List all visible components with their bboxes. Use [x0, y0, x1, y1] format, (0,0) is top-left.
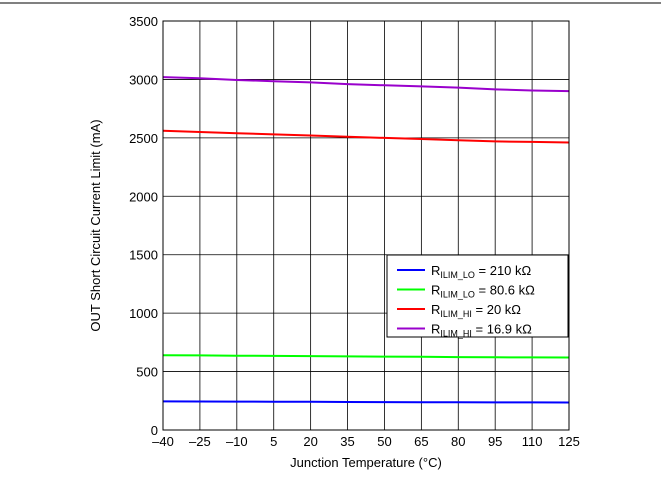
y-tick-label: 3500 [129, 14, 158, 29]
legend-label: RILIM_HI = 20 kΩ [431, 302, 521, 319]
legend-label-main: R [431, 263, 440, 278]
legend-box [386, 254, 569, 338]
y-axis-title: OUT Short Circuit Current Limit (mA) [88, 119, 103, 331]
legend-label-subscript: ILIM_HI [440, 329, 472, 339]
legend-label-value: = 80.6 kΩ [475, 283, 535, 298]
y-tick-label: 2500 [129, 131, 158, 146]
y-tick-label: 3000 [129, 72, 158, 87]
legend-label-subscript: ILIM_LO [440, 290, 475, 300]
legend-label: RILIM_HI = 16.9 kΩ [431, 322, 532, 339]
x-tick-label: 20 [303, 434, 317, 449]
x-tick-label: 5 [270, 434, 277, 449]
legend-label: RILIM_LO = 210 kΩ [431, 263, 532, 280]
x-tick-label: 50 [377, 434, 391, 449]
y-tick-labels: 0 500 1000 1500 2000 2500 3000 3500 [129, 14, 158, 438]
legend-label-main: R [431, 322, 440, 337]
y-tick-label: 2000 [129, 189, 158, 204]
x-tick-labels: –40 –25 –10 5 20 35 50 65 80 95 110 125 [152, 434, 580, 449]
legend-label-main: R [431, 302, 440, 317]
y-tick-label: 0 [151, 423, 158, 438]
legend-label-main: R [431, 283, 440, 298]
y-tick-label: 1500 [129, 248, 158, 263]
legend-label-value: = 16.9 kΩ [472, 322, 532, 337]
legend-label: RILIM_LO = 80.6 kΩ [431, 283, 535, 300]
legend-label-subscript: ILIM_HI [440, 309, 472, 319]
x-tick-label: –25 [189, 434, 211, 449]
x-tick-label: 125 [558, 434, 580, 449]
series-line-4 [162, 76, 570, 93]
x-tick-label: –40 [152, 434, 174, 449]
y-tick-label: 500 [136, 365, 158, 380]
series-line-1 [162, 400, 570, 404]
y-tick-label: 1000 [129, 306, 158, 321]
x-tick-label: 35 [340, 434, 354, 449]
x-tick-label: –10 [226, 434, 248, 449]
x-tick-label: 65 [414, 434, 428, 449]
x-tick-label: 80 [451, 434, 465, 449]
series-lines [162, 76, 570, 404]
series-line-2 [162, 354, 570, 359]
legend-label-value: = 20 kΩ [472, 302, 521, 317]
grid [162, 20, 570, 431]
x-tick-label: 95 [488, 434, 502, 449]
x-axis-title: Junction Temperature (°C) [290, 455, 442, 470]
series-line-3 [162, 129, 570, 144]
legend-label-value: = 210 kΩ [475, 263, 532, 278]
legend-label-subscript: ILIM_LO [440, 270, 475, 280]
x-tick-label: 110 [522, 434, 543, 449]
plot-frame [162, 20, 570, 431]
